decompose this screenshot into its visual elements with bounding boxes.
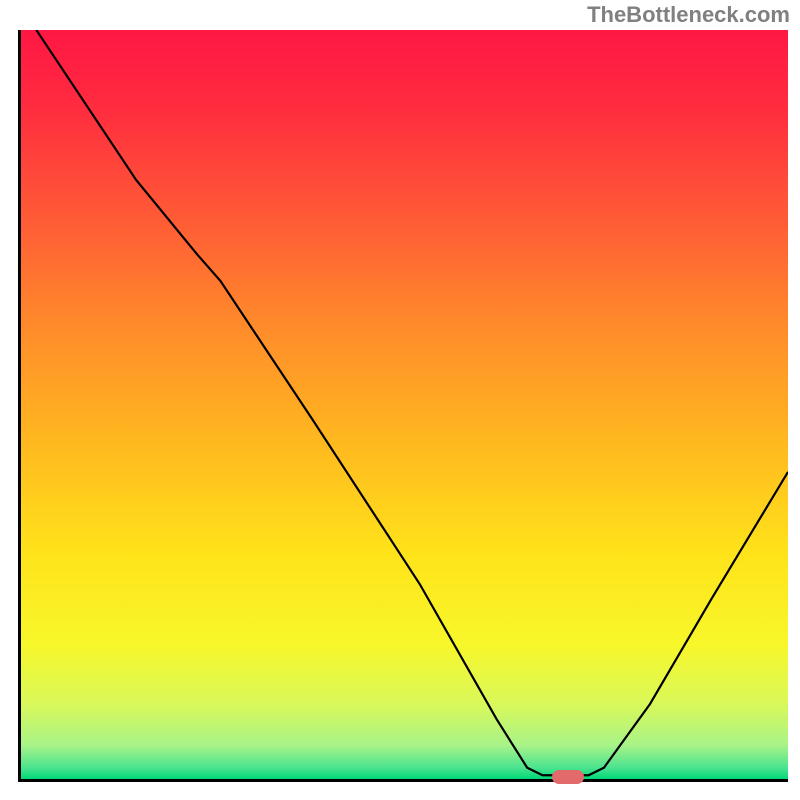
bottleneck-curve <box>36 30 788 775</box>
plot-frame <box>18 30 788 782</box>
optimal-point-marker <box>552 770 584 784</box>
curve-overlay <box>21 30 788 779</box>
watermark-text: TheBottleneck.com <box>587 2 790 28</box>
chart-canvas: TheBottleneck.com <box>0 0 800 800</box>
